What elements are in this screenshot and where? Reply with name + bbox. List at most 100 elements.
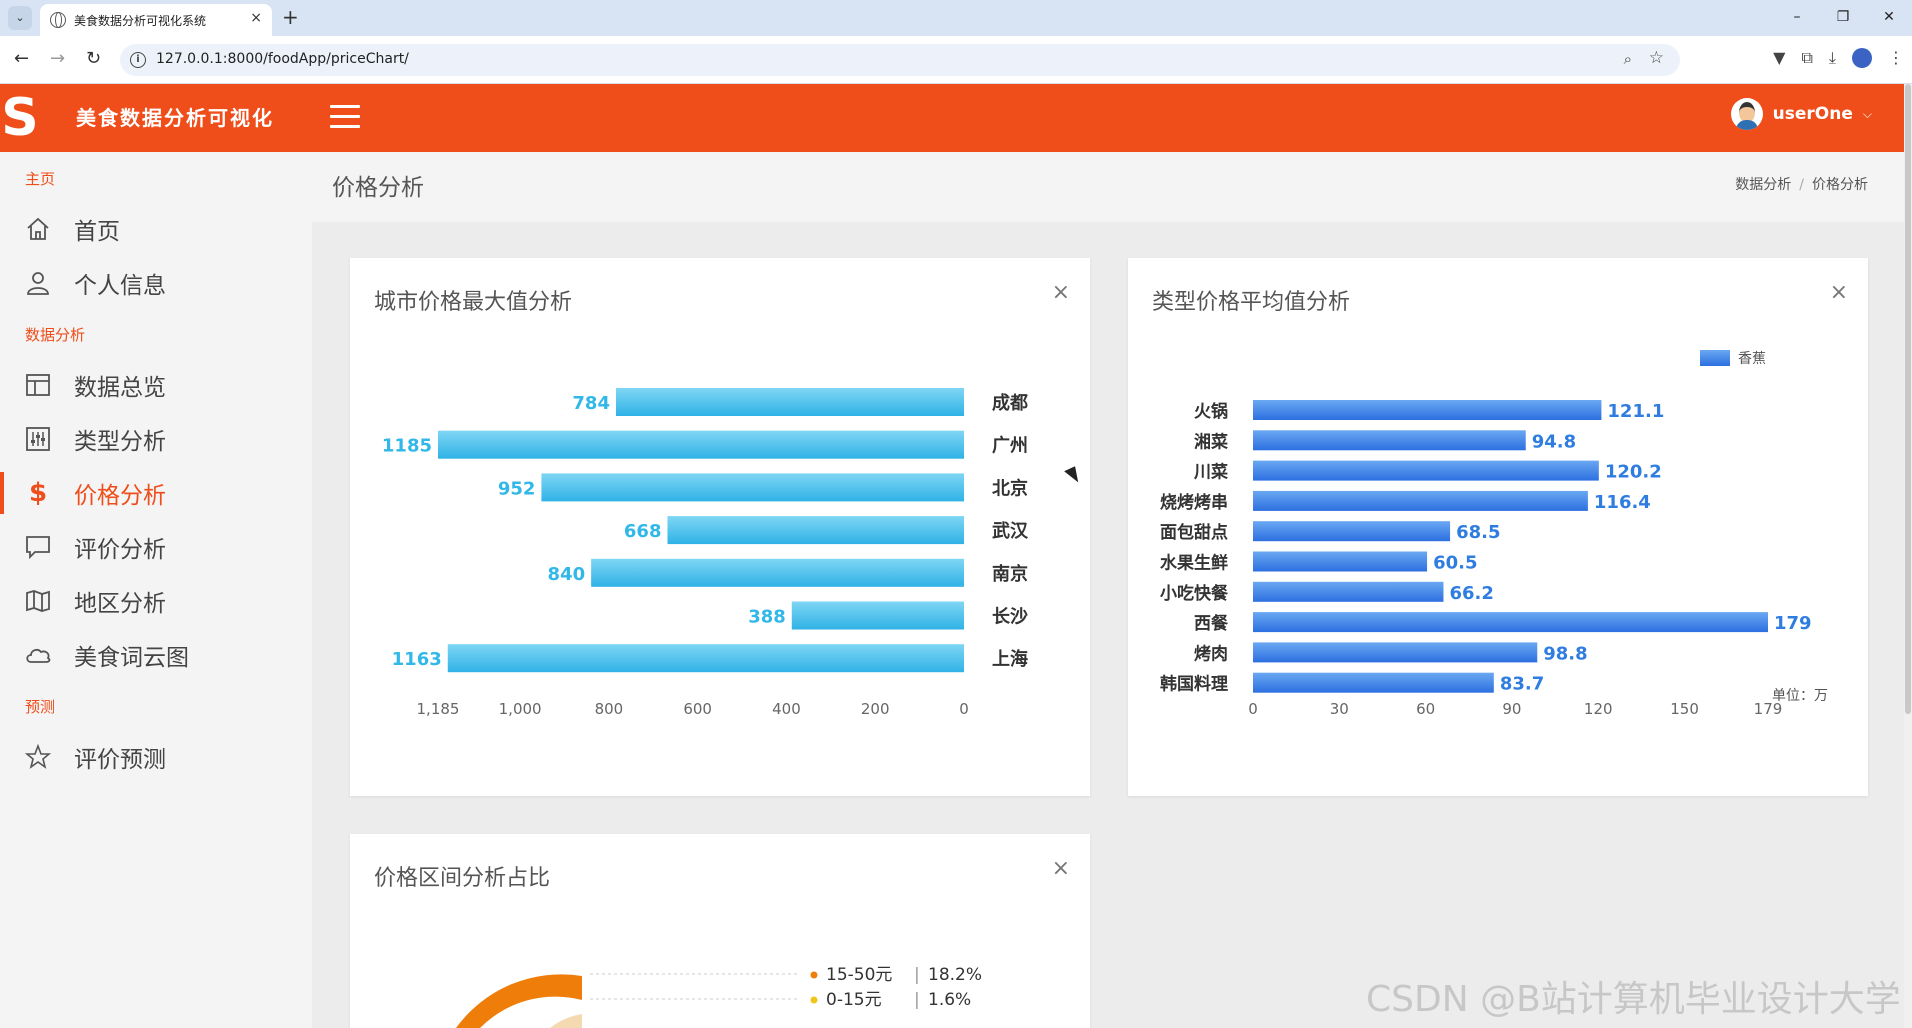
category-label: 火锅 (1194, 401, 1228, 422)
x-tick-label: 800 (595, 700, 624, 718)
x-tick-label: 1,185 (417, 700, 460, 718)
bar-value-label: 94.8 (1532, 431, 1576, 452)
restore-icon[interactable]: ❐ (1836, 9, 1850, 25)
page-head: 价格分析 数据分析 / 价格分析 (312, 152, 1904, 222)
sidebar-item-label: 美食词云图 (74, 645, 189, 671)
download-icon[interactable]: ⤓ (1828, 48, 1836, 67)
legend-dot (810, 971, 818, 979)
user-name[interactable]: userOne (1772, 104, 1853, 124)
tab-close-button[interactable]: × (250, 10, 262, 26)
sidebar-item-label: 评价分析 (74, 537, 166, 563)
tab-list-chevron-icon[interactable]: ⌄ (8, 6, 32, 30)
back-icon[interactable]: ← (14, 48, 30, 69)
x-tick-label: 200 (861, 700, 890, 718)
url-field[interactable]: i 127.0.0.1:8000/foodApp/priceChart/ ⌕ ☆ (120, 44, 1680, 76)
legend-label: 15-50元 (826, 965, 892, 985)
category-label: 北京 (992, 477, 1028, 499)
sliders-icon (24, 425, 52, 453)
forward-icon[interactable]: → (50, 48, 66, 69)
bar-value-label: 83.7 (1500, 674, 1544, 695)
legend-separator: | (914, 965, 920, 985)
avatar[interactable] (1730, 98, 1763, 130)
logo-icon: S (1, 88, 39, 148)
sidebar-item-wordcloud[interactable]: 美食词云图 (0, 630, 312, 680)
close-icon[interactable]: × (1051, 280, 1070, 305)
price-range-chart: 15-50元 | 18.2% 0-15元 | 1.6% (456, 965, 982, 1028)
bar (1253, 642, 1538, 663)
window-close-icon[interactable]: ✕ (1883, 9, 1895, 25)
user-menu[interactable]: userOne ⌵ (1730, 98, 1872, 130)
browser-tabbar: ⌄ 美食数据分析可视化系统 × + – ❐ ✕ (0, 0, 1912, 36)
cloud-icon (24, 641, 52, 669)
site-info-icon[interactable]: i (130, 52, 146, 68)
map-icon (24, 587, 52, 615)
minimize-icon[interactable]: – (1793, 9, 1801, 25)
page-title: 价格分析 (332, 175, 424, 201)
reload-icon[interactable]: ↻ (86, 48, 102, 69)
page-scrollbar[interactable] (1904, 84, 1912, 1028)
sidebar-item-region[interactable]: 地区分析 (0, 576, 312, 626)
scrollbar-thumb[interactable] (1905, 84, 1911, 714)
sidebar-item-label: 价格分析 (74, 483, 166, 509)
star-icon (24, 743, 52, 771)
extension-filter-icon[interactable]: ▼ (1773, 48, 1786, 67)
bar-value-label: 840 (548, 564, 586, 585)
zoom-icon[interactable]: ⌕ (1623, 50, 1632, 68)
more-menu-icon[interactable]: ⋮ (1888, 48, 1904, 67)
sidebar-item-label: 数据总览 (74, 375, 166, 401)
category-label: 湘菜 (1194, 431, 1229, 452)
url-text[interactable]: 127.0.0.1:8000/foodApp/priceChart/ (156, 51, 409, 67)
legend-separator: | (914, 990, 920, 1010)
bar-value-label: 668 (624, 521, 662, 542)
menu-toggle-icon[interactable] (330, 105, 360, 129)
browser-tab[interactable]: 美食数据分析可视化系统 × (40, 4, 272, 36)
category-label: 烤肉 (1194, 643, 1228, 664)
sidebar: 主页 首页 个人信息 数据分析 数据总览 类型分析 $ 价格分析 评价分析 (0, 152, 312, 1028)
category-label: 川菜 (1193, 463, 1229, 483)
sidebar-item-type[interactable]: 类型分析 (0, 414, 312, 464)
sidebar-item-price[interactable]: $ 价格分析 (0, 468, 312, 518)
extensions-puzzle-icon[interactable]: ⧉ (1801, 48, 1813, 67)
sidebar-item-profile[interactable]: 个人信息 (0, 258, 312, 308)
bar-value-label: 121.1 (1607, 401, 1664, 422)
sidebar-item-label: 首页 (74, 219, 120, 245)
bookmark-star-icon[interactable]: ☆ (1648, 48, 1664, 68)
bar-value-label: 388 (748, 607, 786, 628)
profile-icon[interactable] (1852, 48, 1872, 68)
bar-value-label: 179 (1774, 613, 1812, 634)
sidebar-item-review[interactable]: 评价分析 (0, 522, 312, 572)
sidebar-item-label: 个人信息 (74, 273, 166, 299)
bar (1253, 460, 1599, 481)
card-title: 价格区间分析占比 (374, 866, 551, 891)
unit-label: 单位：万 (1772, 688, 1828, 704)
bar-value-label: 952 (498, 478, 536, 499)
watermark: CSDN @B站计算机毕业设计大学 (1366, 979, 1901, 1020)
pie-slice (456, 974, 582, 1028)
close-icon[interactable]: × (1051, 856, 1070, 881)
city-max-chart: 784 成都 1185 广州 952 北京 668 武汉 840 南京 388 长沙 1163 上海 1,1… (382, 388, 1029, 718)
bar-value-label: 98.8 (1543, 643, 1587, 664)
category-label: 面包甜点 (1160, 522, 1228, 543)
category-label: 西餐 (1194, 613, 1229, 634)
bar-value-label: 116.4 (1594, 492, 1651, 513)
bar (1253, 612, 1768, 633)
x-tick-label: 179 (1754, 700, 1783, 718)
legend-percent: 1.6% (928, 990, 971, 1010)
sidebar-item-home[interactable]: 首页 (0, 204, 312, 254)
category-label: 上海 (992, 648, 1028, 670)
bar-value-label: 1185 (382, 436, 432, 457)
card-title: 类型价格平均值分析 (1152, 290, 1351, 315)
sidebar-item-overview[interactable]: 数据总览 (0, 360, 312, 410)
x-tick-label: 400 (772, 700, 801, 718)
new-tab-button[interactable]: + (282, 5, 299, 29)
type-avg-card: 类型价格平均值分析 × 121.1 火锅 94.8 湘菜 120.2 川菜 116.4 烧烤烤… (1128, 258, 1868, 796)
category-label: 韩国料理 (1160, 674, 1228, 695)
chevron-down-icon[interactable]: ⌵ (1862, 106, 1872, 121)
sidebar-item-predict[interactable]: 评价预测 (0, 732, 312, 782)
legend-swatch (1700, 350, 1730, 366)
close-icon[interactable]: × (1829, 280, 1848, 305)
breadcrumb-item[interactable]: 数据分析 (1735, 177, 1792, 193)
bar (791, 601, 964, 630)
x-tick-label: 1,000 (499, 700, 542, 718)
brand-title: 美食数据分析可视化 (76, 106, 274, 130)
